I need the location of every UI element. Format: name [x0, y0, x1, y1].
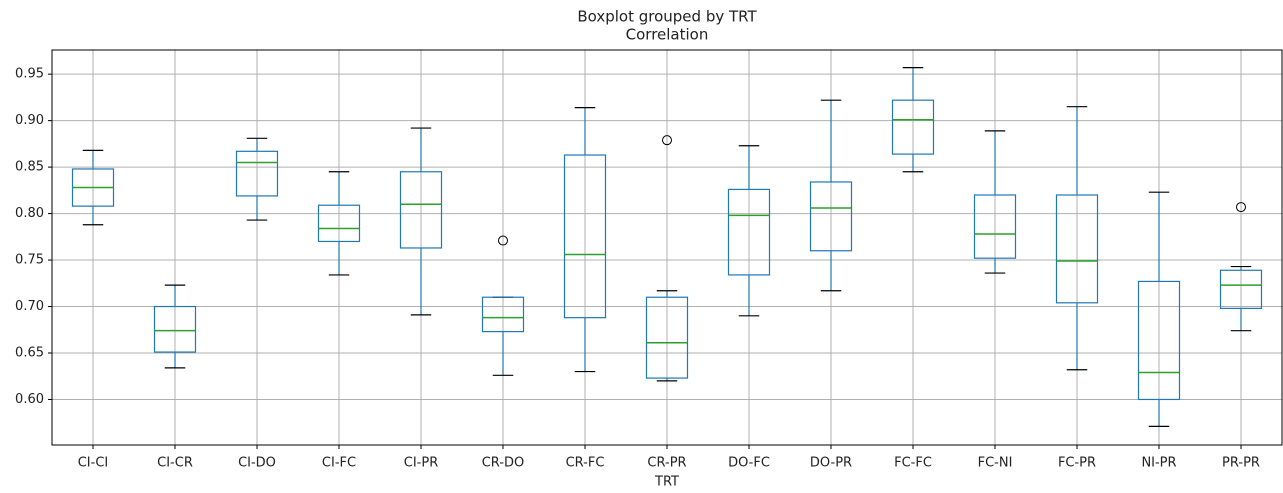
- x-tick-label: FC-NI: [978, 456, 1013, 471]
- outlier: [1236, 202, 1246, 213]
- y-tick-label: 0.60: [15, 392, 44, 407]
- x-tick-label: DO-FC: [728, 456, 770, 471]
- y-tick-label: 0.65: [15, 345, 44, 360]
- x-tick-label: CI-PR: [404, 456, 438, 471]
- box: [235, 150, 279, 197]
- box: [809, 181, 853, 252]
- x-tick-label: CI-DO: [238, 456, 276, 471]
- chart-title: Boxplot grouped by TRT: [577, 8, 757, 26]
- y-tick-label: 0.95: [15, 67, 44, 82]
- box: [1219, 269, 1263, 309]
- x-tick-label: PR-PR: [1222, 456, 1260, 471]
- box: [1055, 194, 1099, 304]
- x-tick-label: CR-PR: [647, 456, 686, 471]
- x-tick-label: CR-FC: [566, 456, 605, 471]
- x-axis-label: TRT: [654, 475, 679, 490]
- x-tick-label: CI-CR: [157, 456, 193, 471]
- y-tick-label: 0.80: [15, 206, 44, 221]
- box: [973, 194, 1017, 259]
- x-tick-label: NI-PR: [1141, 456, 1176, 471]
- box: [645, 296, 689, 379]
- y-tick-label: 0.75: [15, 253, 44, 268]
- box: [153, 305, 197, 353]
- x-tick-label: CI-CI: [78, 456, 109, 471]
- x-tick-label: FC-FC: [894, 456, 932, 471]
- x-tick-label: CI-FC: [322, 456, 356, 471]
- plot-frame: [51, 49, 1283, 446]
- x-tick-label: DO-PR: [810, 456, 852, 471]
- box: [399, 171, 443, 249]
- x-tick-label: FC-PR: [1058, 456, 1096, 471]
- box: [317, 204, 361, 243]
- x-tick-label: CR-DO: [482, 456, 525, 471]
- y-tick-label: 0.85: [15, 160, 44, 175]
- y-tick-label: 0.70: [15, 299, 44, 314]
- box: [727, 188, 771, 276]
- box: [481, 296, 525, 333]
- outlier: [498, 235, 508, 246]
- y-tick-label: 0.90: [15, 113, 44, 128]
- box: [563, 154, 607, 319]
- chart-subtitle: Correlation: [626, 26, 709, 44]
- box: [1137, 280, 1181, 401]
- outlier: [662, 135, 672, 146]
- box: [891, 99, 935, 155]
